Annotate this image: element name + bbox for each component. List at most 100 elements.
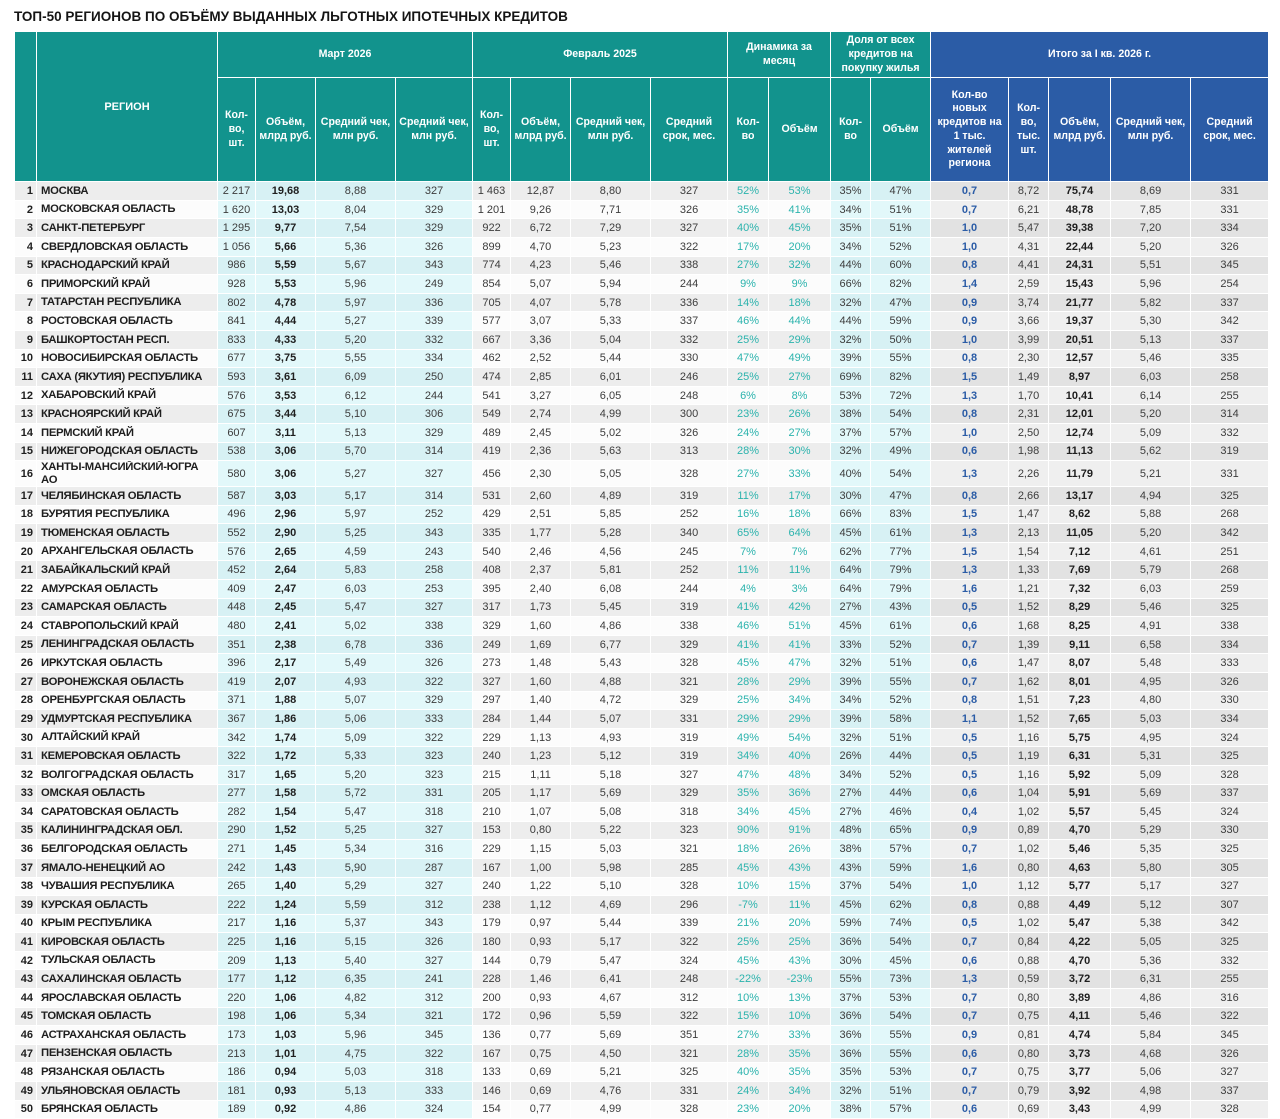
total-count: 0,75 — [1008, 1062, 1050, 1083]
total-avg-term: 314 — [1190, 404, 1270, 425]
mar-avg-check: 5,07 — [315, 691, 396, 711]
mar-avg-term: 312 — [395, 895, 474, 915]
feb-count: 395 — [472, 579, 512, 599]
total-volume: 5,46 — [1048, 839, 1112, 859]
total-avg-check: 4,94 — [1110, 486, 1192, 506]
total-avg-term: 258 — [1190, 367, 1270, 387]
feb-avg-term: 248 — [650, 386, 729, 406]
mar-count: 841 — [217, 311, 256, 332]
mar-avg-term: 250 — [395, 367, 474, 387]
total-count: 1,52 — [1008, 598, 1050, 618]
share-volume: 54% — [870, 932, 932, 952]
mar-count: 593 — [217, 367, 256, 387]
region-name: САХА (ЯКУТИЯ) РЕСПУБЛИКА — [36, 367, 218, 387]
total-per-1k: 1,3 — [930, 523, 1010, 543]
mar-count: 317 — [217, 765, 256, 785]
region-name: БУРЯТИЯ РЕСПУБЛИКА — [36, 505, 218, 525]
mar-volume: 9,77 — [255, 218, 316, 239]
table-row: 45 ТОМСКАЯ ОБЛАСТЬ 198 1,06 5,34 321 172 0,96 5,… — [14, 1007, 1270, 1027]
total-avg-check: 5,62 — [1110, 442, 1192, 462]
total-per-1k: 1,3 — [930, 969, 1010, 990]
region-name: НОВОСИБИРСКАЯ ОБЛАСТЬ — [36, 349, 218, 369]
share-volume: 51% — [870, 653, 932, 673]
total-volume: 4,70 — [1048, 951, 1112, 971]
total-volume: 8,25 — [1048, 616, 1112, 636]
mar-avg-term: 258 — [395, 560, 474, 581]
feb-count: 167 — [472, 858, 512, 878]
total-avg-check: 5,84 — [1110, 1025, 1192, 1045]
total-volume: 6,31 — [1048, 746, 1112, 766]
mar-count: 576 — [217, 542, 256, 562]
dyn-volume: 20% — [768, 1100, 832, 1119]
total-count: 1,19 — [1008, 746, 1050, 766]
feb-avg-check: 5,69 — [570, 1025, 652, 1045]
mar-avg-check: 5,49 — [315, 653, 396, 673]
feb-avg-check: 5,45 — [570, 598, 652, 618]
feb-volume: 2,85 — [510, 367, 572, 387]
table-row: 5 КРАСНОДАРСКИЙ КРАЙ 986 5,59 5,67 343 774 4,23… — [14, 256, 1270, 276]
total-volume: 10,41 — [1048, 386, 1112, 406]
total-avg-term: 345 — [1190, 1025, 1270, 1045]
region-name: РЯЗАНСКАЯ ОБЛАСТЬ — [36, 1062, 218, 1083]
feb-volume: 1,11 — [510, 765, 572, 785]
table-row: 22 АМУРСКАЯ ОБЛАСТЬ 409 2,47 6,03 253 395 2,40 6… — [14, 579, 1270, 599]
table-row: 4 СВЕРДЛОВСКАЯ ОБЛАСТЬ 1 056 5,66 5,36 326 899… — [14, 237, 1270, 257]
top50-regions-table: РЕГИОН Март 2026 Февраль 2025 Динамика з… — [14, 30, 1270, 1119]
share-count: 36% — [830, 932, 872, 952]
table-row: 49 УЛЬЯНОВСКАЯ ОБЛАСТЬ 181 0,93 5,13 333 146 0,… — [14, 1081, 1270, 1101]
row-number: 39 — [14, 895, 37, 915]
total-count: 1,39 — [1008, 635, 1050, 655]
mar-volume: 1,06 — [255, 988, 316, 1008]
feb-volume: 1,60 — [510, 672, 572, 692]
dyn-volume: 27% — [768, 423, 832, 443]
feb-volume: 0,75 — [510, 1044, 572, 1064]
total-avg-term: 332 — [1190, 423, 1270, 443]
row-number: 7 — [14, 293, 37, 313]
share-count: 26% — [830, 746, 872, 766]
total-per-1k: 0,8 — [930, 256, 1010, 276]
row-number: 9 — [14, 330, 37, 350]
dyn-volume: 11% — [768, 895, 832, 915]
total-count: 2,26 — [1008, 460, 1050, 488]
total-count: 0,69 — [1008, 1100, 1050, 1119]
feb-count: 180 — [472, 932, 512, 952]
total-per-1k: 0,6 — [930, 1044, 1010, 1064]
dyn-volume: 25% — [768, 932, 832, 952]
region-name: ХАБАРОВСКИЙ КРАЙ — [36, 386, 218, 406]
share-volume: 82% — [870, 367, 932, 387]
feb-avg-term: 322 — [650, 1007, 729, 1027]
share-volume: 54% — [870, 877, 932, 897]
feb-avg-check: 5,78 — [570, 293, 652, 313]
feb-avg-check: 5,05 — [570, 460, 652, 488]
feb-count: 899 — [472, 237, 512, 257]
mar-avg-check: 5,55 — [315, 349, 396, 369]
feb-avg-term: 245 — [650, 542, 729, 562]
col-header-feb-avg-check: Средний чек, млн руб. — [570, 77, 652, 183]
total-volume: 7,23 — [1048, 691, 1112, 711]
table-row: 32 ВОЛГОГРАДСКАЯ ОБЛАСТЬ 317 1,65 5,20 323 215… — [14, 765, 1270, 785]
total-per-1k: 0,7 — [930, 200, 1010, 220]
dyn-count: 45% — [727, 951, 770, 971]
total-avg-term: 259 — [1190, 579, 1270, 599]
region-name: НИЖЕГОРОДСКАЯ ОБЛАСТЬ — [36, 442, 218, 462]
mar-volume: 2,38 — [255, 635, 316, 655]
table-row: 37 ЯМАЛО-НЕНЕЦКИЙ АО 242 1,43 5,90 287 167 1,00… — [14, 858, 1270, 878]
share-count: 36% — [830, 1025, 872, 1045]
dyn-volume: 47% — [768, 653, 832, 673]
feb-volume: 0,77 — [510, 1025, 572, 1045]
feb-avg-check: 6,08 — [570, 579, 652, 599]
feb-avg-term: 296 — [650, 895, 729, 915]
row-number: 28 — [14, 691, 37, 711]
total-avg-term: 316 — [1190, 988, 1270, 1008]
total-per-1k: 1,3 — [930, 460, 1010, 488]
total-avg-check: 5,69 — [1110, 784, 1192, 804]
row-number: 38 — [14, 877, 37, 897]
region-name: КЕМЕРОВСКАЯ ОБЛАСТЬ — [36, 746, 218, 766]
total-per-1k: 0,4 — [930, 802, 1010, 822]
region-name: БЕЛГОРОДСКАЯ ОБЛАСТЬ — [36, 839, 218, 859]
total-avg-check: 5,51 — [1110, 256, 1192, 276]
total-avg-check: 7,20 — [1110, 218, 1192, 239]
total-per-1k: 0,6 — [930, 616, 1010, 636]
dyn-volume: 29% — [768, 330, 832, 350]
share-count: 64% — [830, 560, 872, 581]
